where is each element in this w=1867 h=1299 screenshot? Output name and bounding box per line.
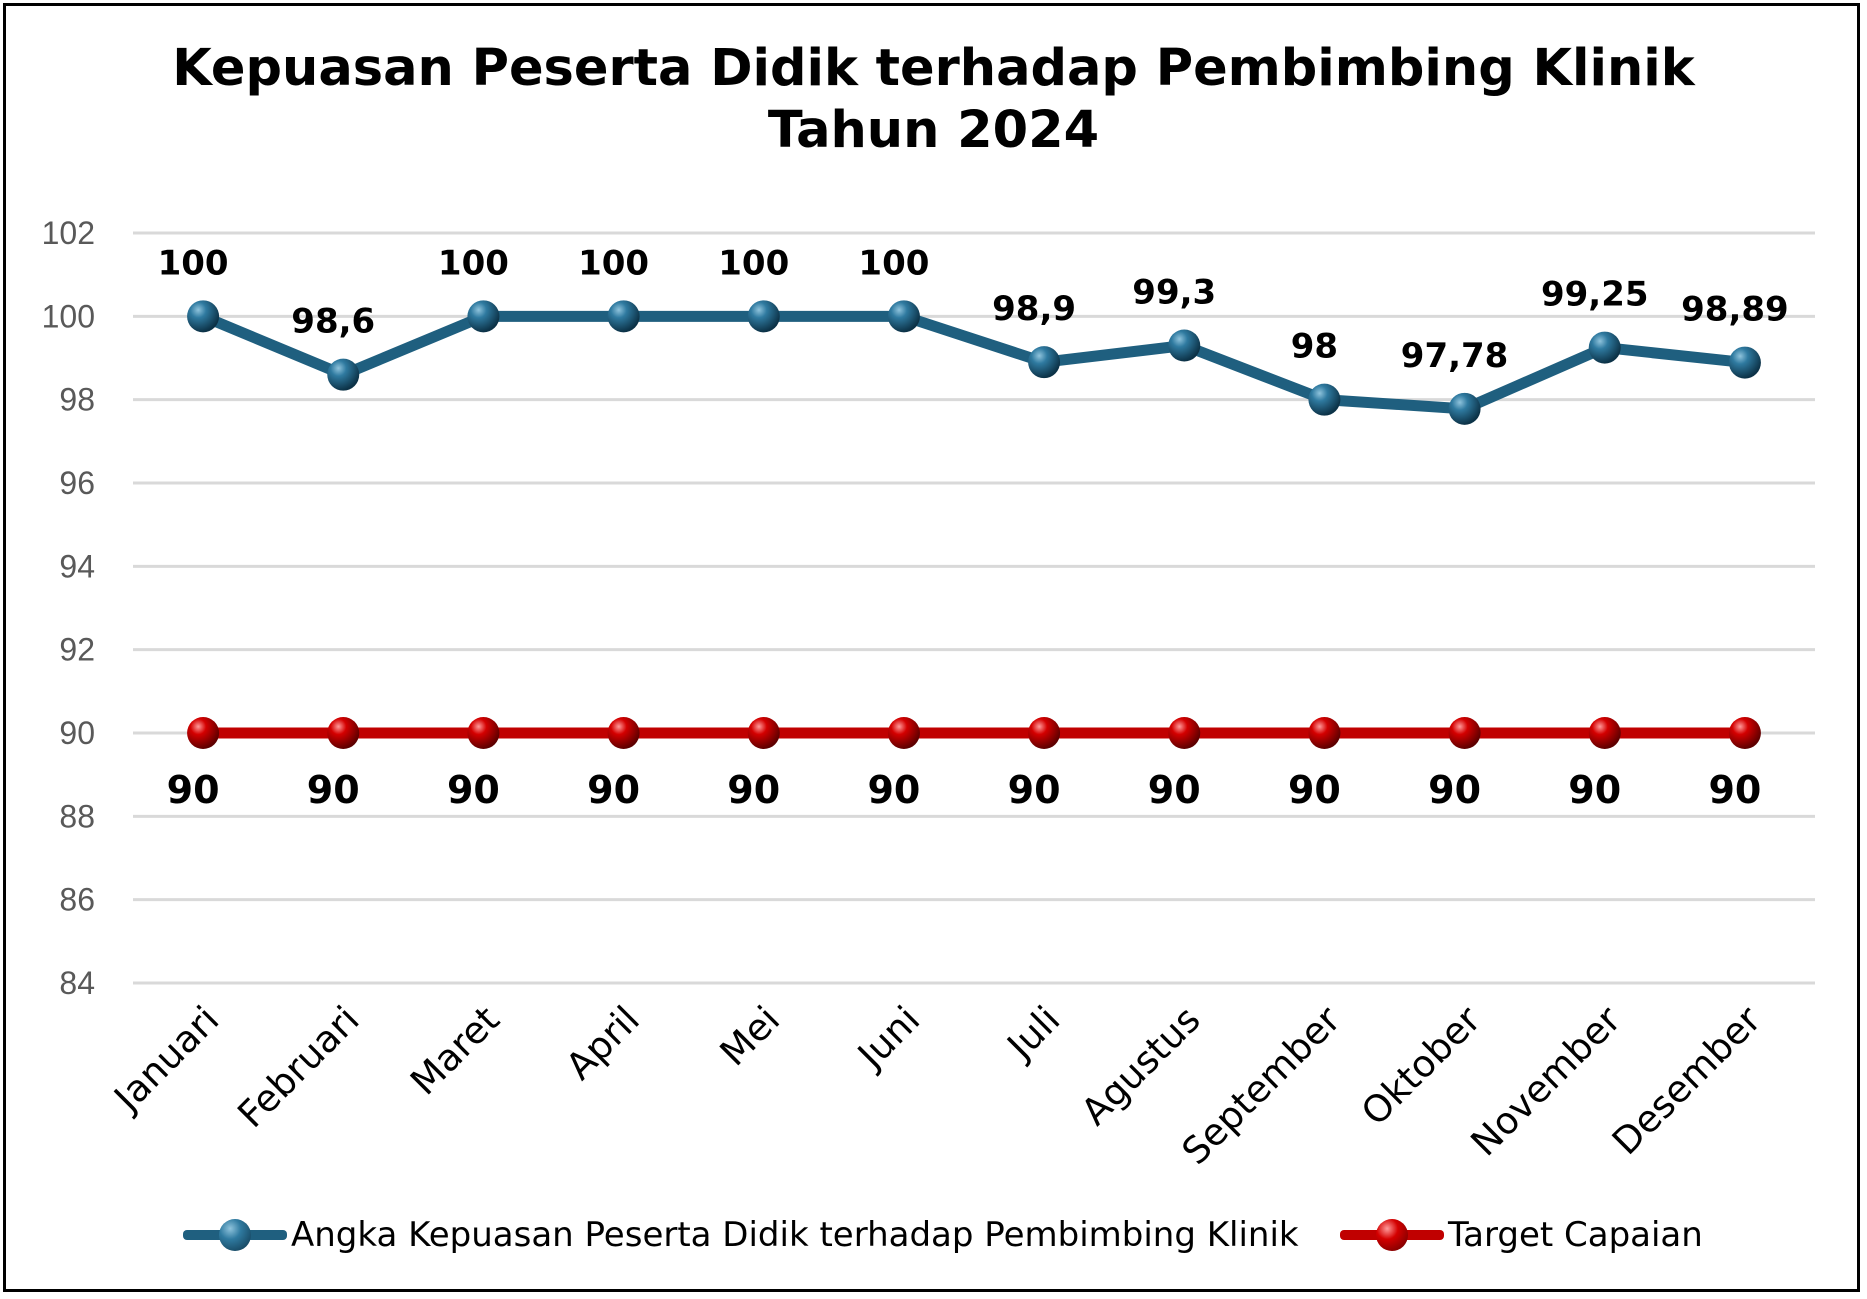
y-tick-label: 90 xyxy=(59,715,95,751)
data-label-target: 90 xyxy=(1008,768,1061,812)
y-tick-label: 84 xyxy=(59,965,95,1001)
chart-title: Kepuasan Peserta Didik terhadap Pembimbi… xyxy=(172,39,1695,98)
y-tick-label: 92 xyxy=(59,632,95,668)
series-line-kepuasan xyxy=(197,310,1751,415)
x-tick-label: April xyxy=(558,998,648,1088)
y-tick-label: 100 xyxy=(42,298,95,334)
data-label-target: 90 xyxy=(587,768,640,812)
data-point-kepuasan xyxy=(607,300,640,333)
data-point-kepuasan xyxy=(1308,383,1341,416)
legend-item-target: Target Capaian xyxy=(1340,1210,1703,1260)
data-label-kepuasan: 100 xyxy=(718,243,789,283)
x-tick-label: Desember xyxy=(1604,997,1770,1163)
data-label-target: 90 xyxy=(1148,768,1201,812)
data-point-kepuasan xyxy=(1168,329,1201,362)
data-label-target: 90 xyxy=(727,768,780,812)
data-point-kepuasan xyxy=(327,358,360,391)
data-point-target xyxy=(187,717,220,749)
y-tick-label: 102 xyxy=(42,215,95,251)
x-tick-label: Juni xyxy=(848,998,928,1078)
chart-subtitle: Tahun 2024 xyxy=(767,101,1100,160)
data-point-kepuasan xyxy=(1448,392,1481,425)
data-label-target: 90 xyxy=(1568,768,1621,812)
data-point-target xyxy=(1168,717,1201,749)
legend-swatch-target xyxy=(1340,1210,1444,1260)
data-point-kepuasan xyxy=(1728,346,1761,379)
chart-frame xyxy=(3,3,1860,1292)
data-label-kepuasan: 98,6 xyxy=(291,302,375,342)
data-label-target: 90 xyxy=(307,768,360,812)
legend-label-target: Target Capaian xyxy=(1448,1215,1703,1255)
y-tick-label: 88 xyxy=(59,798,95,834)
data-point-target xyxy=(1028,717,1061,749)
data-point-target xyxy=(607,717,640,749)
data-point-kepuasan xyxy=(187,300,220,333)
data-label-kepuasan: 98,9 xyxy=(992,289,1076,329)
data-label-target: 90 xyxy=(447,768,500,812)
data-label-kepuasan: 99,3 xyxy=(1132,273,1216,313)
x-tick-label: Januari xyxy=(105,998,228,1121)
data-label-kepuasan: 100 xyxy=(158,243,229,283)
data-label-kepuasan: 100 xyxy=(578,243,649,283)
data-label-kepuasan: 100 xyxy=(858,243,929,283)
data-point-kepuasan xyxy=(887,300,920,333)
data-point-target xyxy=(747,717,780,749)
data-label-target: 90 xyxy=(867,768,920,812)
data-label-kepuasan: 98 xyxy=(1291,327,1338,367)
data-point-target xyxy=(327,717,360,749)
x-tick-label: November xyxy=(1463,997,1630,1164)
data-label-target: 90 xyxy=(1288,768,1341,812)
chart-title-block: Kepuasan Peserta Didik terhadap Pembimbi… xyxy=(0,38,1867,162)
data-label-kepuasan: 98,89 xyxy=(1681,290,1789,330)
data-point-kepuasan xyxy=(1028,346,1061,379)
data-point-target xyxy=(1448,717,1481,749)
data-point-target xyxy=(1728,717,1761,749)
x-tick-label: Februari xyxy=(229,998,367,1136)
data-point-kepuasan xyxy=(1588,331,1621,364)
data-point-target xyxy=(467,717,500,749)
data-label-kepuasan: 99,25 xyxy=(1541,275,1649,315)
data-point-target xyxy=(887,717,920,749)
data-label-target: 90 xyxy=(167,768,220,812)
legend-swatch-kepuasan xyxy=(183,1210,287,1260)
legend-item-kepuasan: Angka Kepuasan Peserta Didik terhadap Pe… xyxy=(183,1210,1299,1260)
x-tick-label: Agustus xyxy=(1073,998,1209,1134)
y-tick-label: 98 xyxy=(59,382,95,418)
data-point-kepuasan xyxy=(467,300,500,333)
x-tick-label: Maret xyxy=(402,998,508,1104)
data-label-target: 90 xyxy=(1708,768,1761,812)
legend-label-kepuasan: Angka Kepuasan Peserta Didik terhadap Pe… xyxy=(291,1215,1299,1255)
y-tick-label: 86 xyxy=(59,882,95,918)
data-point-target xyxy=(1588,717,1621,749)
data-point-kepuasan xyxy=(747,300,780,333)
data-label-target: 90 xyxy=(1428,768,1481,812)
x-tick-label: Mei xyxy=(712,998,788,1074)
data-label-kepuasan: 97,78 xyxy=(1401,336,1509,376)
x-tick-label: Oktober xyxy=(1353,997,1489,1133)
y-tick-label: 96 xyxy=(59,465,95,501)
data-point-target xyxy=(1308,717,1341,749)
x-tick-label: Juli xyxy=(998,998,1069,1069)
data-label-kepuasan: 100 xyxy=(438,243,509,283)
y-tick-label: 94 xyxy=(59,548,95,584)
